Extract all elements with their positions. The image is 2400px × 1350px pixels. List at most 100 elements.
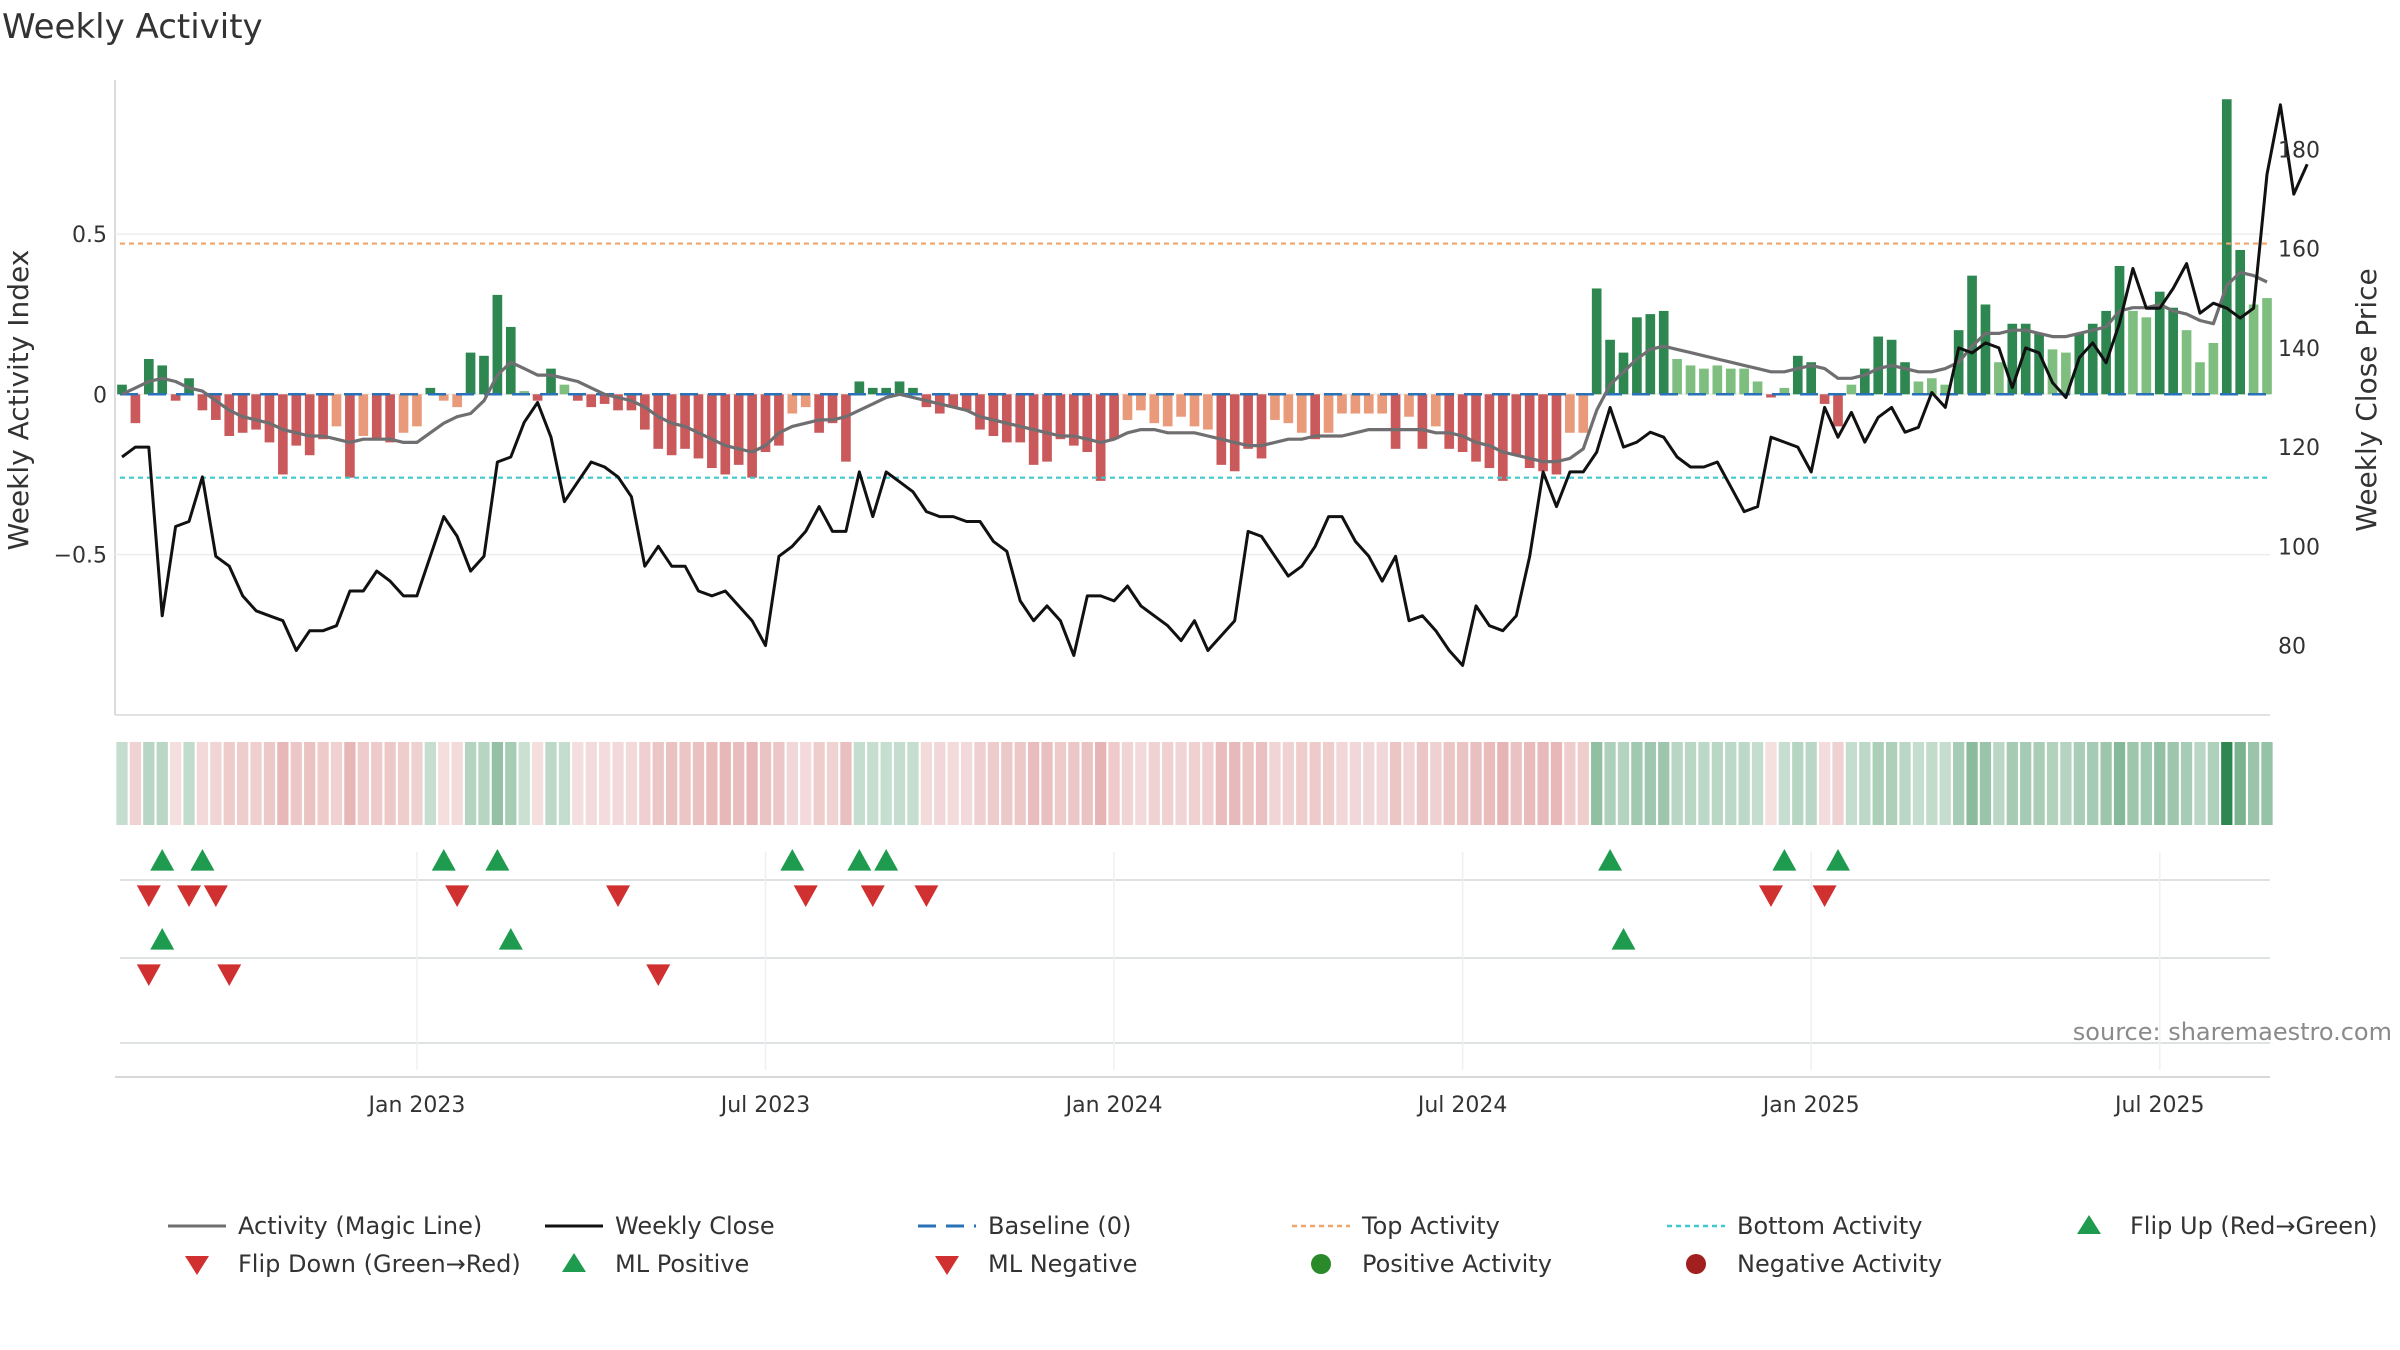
heat-cell bbox=[947, 742, 959, 825]
activity-bar bbox=[988, 394, 999, 436]
heat-cell bbox=[210, 742, 222, 825]
heat-cell bbox=[1148, 742, 1160, 825]
activity-bar bbox=[170, 394, 181, 401]
flip-up-marker bbox=[190, 849, 215, 871]
heat-cell bbox=[438, 742, 450, 825]
heat-cell bbox=[304, 742, 316, 825]
heat-cell bbox=[1309, 742, 1321, 825]
heat-cell bbox=[1349, 742, 1362, 825]
activity-bar bbox=[2221, 99, 2232, 395]
heat-cell bbox=[960, 742, 973, 825]
activity-bar bbox=[1846, 384, 1857, 395]
legend-label: Bottom Activity bbox=[1737, 1212, 1922, 1240]
heat-cell bbox=[1229, 742, 1241, 825]
heat-cell bbox=[598, 742, 611, 825]
flip-down-marker bbox=[793, 885, 818, 907]
heat-cell bbox=[1121, 742, 1134, 825]
heat-cell bbox=[2073, 742, 2085, 825]
heat-cell bbox=[1095, 742, 1107, 825]
heat-cell bbox=[478, 742, 490, 825]
heat-cell bbox=[786, 742, 798, 825]
heat-cell bbox=[223, 742, 235, 825]
flip-down-marker bbox=[203, 885, 228, 907]
activity-bar bbox=[1229, 394, 1240, 472]
legend-key-ml-negative bbox=[935, 1256, 959, 1275]
activity-bar bbox=[1819, 394, 1830, 404]
activity-bar bbox=[1243, 394, 1253, 449]
activity-bar bbox=[1779, 387, 1790, 395]
activity-bar bbox=[881, 387, 891, 395]
activity-bar bbox=[1203, 394, 1213, 430]
activity-bar bbox=[2154, 291, 2165, 395]
heat-cell bbox=[1899, 742, 1911, 825]
activity-bar bbox=[2141, 317, 2152, 395]
heat-cell bbox=[1456, 742, 1469, 825]
activity-bar bbox=[371, 394, 382, 440]
heat-cell bbox=[183, 742, 195, 825]
activity-bar bbox=[1511, 394, 1522, 456]
heat-cell bbox=[1135, 742, 1147, 825]
activity-bar bbox=[1712, 365, 1723, 395]
activity-bar bbox=[1363, 394, 1374, 414]
heat-cell bbox=[1725, 742, 1737, 825]
activity-bar bbox=[452, 394, 462, 408]
activity-bar bbox=[2262, 298, 2272, 395]
activity-bar bbox=[546, 368, 556, 395]
flip-down-marker bbox=[136, 885, 161, 907]
flip-down-marker bbox=[1812, 885, 1837, 907]
activity-bar bbox=[2034, 333, 2044, 395]
heat-cell bbox=[1550, 742, 1563, 825]
activity-bar bbox=[1632, 317, 1642, 395]
heat-cell bbox=[1939, 742, 1951, 825]
activity-bar bbox=[841, 394, 851, 462]
legend-label: ML Positive bbox=[615, 1250, 749, 1278]
activity-bar bbox=[1350, 394, 1361, 414]
y-right-tick-label: 120 bbox=[2278, 436, 2320, 461]
activity-bar bbox=[1484, 394, 1495, 469]
heat-cell bbox=[491, 742, 504, 825]
heat-cell bbox=[1363, 742, 1375, 825]
activity-bar bbox=[304, 394, 315, 456]
y-right-tick-label: 180 bbox=[2278, 138, 2320, 163]
activity-bar bbox=[2235, 249, 2246, 395]
x-tick-label: Jul 2025 bbox=[2113, 1093, 2205, 1118]
heat-cell bbox=[1604, 742, 1616, 825]
activity-bar bbox=[438, 394, 449, 401]
activity-bar bbox=[827, 394, 838, 424]
heat-cell bbox=[2261, 742, 2273, 825]
legend-label: Weekly Close bbox=[615, 1212, 775, 1240]
activity-bar bbox=[1270, 394, 1280, 420]
heat-cell bbox=[1322, 742, 1335, 825]
activity-bar bbox=[1940, 384, 1951, 395]
heat-cell bbox=[169, 742, 182, 825]
legend-label: Flip Down (Green→Red) bbox=[238, 1250, 521, 1278]
activity-bar bbox=[398, 394, 409, 433]
activity-bar bbox=[117, 384, 127, 395]
activity-bar bbox=[774, 394, 784, 446]
heat-cell bbox=[1738, 742, 1750, 825]
activity-bar bbox=[1404, 394, 1414, 417]
heat-cell bbox=[759, 742, 772, 825]
heat-cell bbox=[371, 742, 383, 825]
flip-up-marker bbox=[1772, 849, 1797, 871]
heat-cell bbox=[2194, 742, 2206, 825]
heat-cell bbox=[1845, 742, 1858, 825]
magic-line-series bbox=[121, 270, 2268, 464]
heat-cell bbox=[706, 742, 718, 825]
heat-cell bbox=[1175, 742, 1187, 825]
heat-cell bbox=[585, 742, 597, 825]
y-left-tick-label: 0 bbox=[93, 383, 107, 408]
heat-cell bbox=[1376, 742, 1388, 825]
heat-cell bbox=[907, 742, 919, 825]
flip-up-marker bbox=[847, 849, 872, 871]
activity-bar bbox=[237, 394, 248, 433]
flip-up-marker bbox=[780, 849, 805, 871]
activity-bar bbox=[787, 394, 798, 414]
heat-cell bbox=[1698, 742, 1710, 825]
legend-key-positive-activity bbox=[1311, 1254, 1331, 1274]
flip-down-marker bbox=[1758, 885, 1783, 907]
heat-cell bbox=[1751, 742, 1764, 825]
heat-cell bbox=[1497, 742, 1509, 825]
heat-cell bbox=[1671, 742, 1683, 825]
activity-bar bbox=[385, 394, 395, 443]
